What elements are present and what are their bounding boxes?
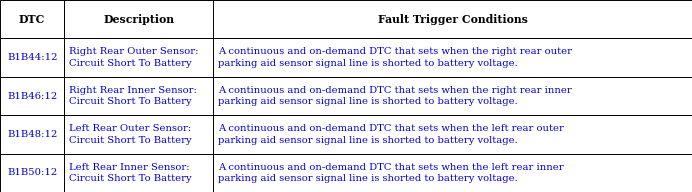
Bar [64, 77, 213, 115]
Bar [64, 38, 213, 77]
Bar [213, 77, 692, 115]
Bar [64, 0, 213, 38]
Text: A continuous and on-demand DTC that sets when the right rear inner
parking aid s: A continuous and on-demand DTC that sets… [218, 86, 572, 106]
Bar [0, 115, 64, 154]
Bar [64, 154, 213, 192]
Text: B1B44:12: B1B44:12 [7, 53, 57, 62]
Text: B1B48:12: B1B48:12 [7, 130, 57, 139]
Text: B1B50:12: B1B50:12 [7, 168, 57, 177]
Text: Fault Trigger Conditions: Fault Trigger Conditions [378, 14, 527, 25]
Bar [64, 115, 213, 154]
Text: DTC: DTC [19, 14, 46, 25]
Bar [0, 154, 64, 192]
Bar [213, 154, 692, 192]
Text: A continuous and on-demand DTC that sets when the left rear outer
parking aid se: A continuous and on-demand DTC that sets… [218, 124, 564, 145]
Text: Left Rear Outer Sensor:
Circuit Short To Battery: Left Rear Outer Sensor: Circuit Short To… [69, 124, 192, 145]
Text: Right Rear Inner Sensor:
Circuit Short To Battery: Right Rear Inner Sensor: Circuit Short T… [69, 86, 197, 106]
Bar [213, 0, 692, 38]
Text: Right Rear Outer Sensor:
Circuit Short To Battery: Right Rear Outer Sensor: Circuit Short T… [69, 47, 199, 68]
Bar [0, 38, 64, 77]
Text: A continuous and on-demand DTC that sets when the right rear outer
parking aid s: A continuous and on-demand DTC that sets… [218, 47, 572, 68]
Bar [213, 38, 692, 77]
Bar [213, 115, 692, 154]
Text: Description: Description [103, 14, 174, 25]
Text: A continuous and on-demand DTC that sets when the left rear inner
parking aid se: A continuous and on-demand DTC that sets… [218, 163, 563, 183]
Bar [0, 77, 64, 115]
Bar [0, 0, 64, 38]
Text: B1B46:12: B1B46:12 [7, 92, 57, 100]
Text: Left Rear Inner Sensor:
Circuit Short To Battery: Left Rear Inner Sensor: Circuit Short To… [69, 163, 192, 183]
